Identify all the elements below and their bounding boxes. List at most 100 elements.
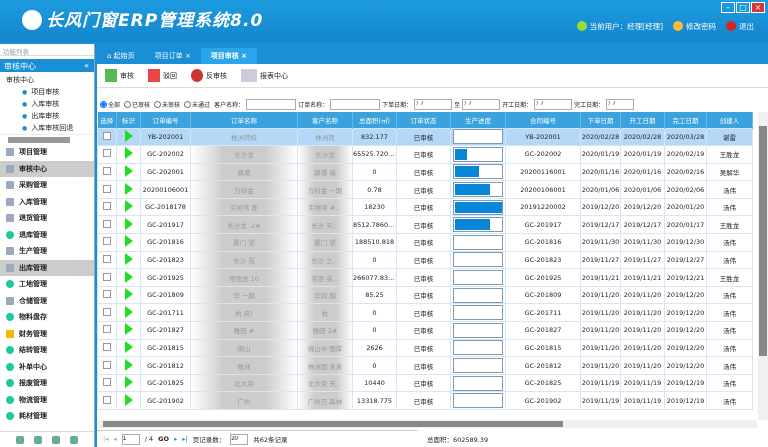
column-header[interactable]: 开工日期 [620, 112, 665, 128]
maximize-button[interactable]: □ [736, 2, 750, 13]
column-header[interactable]: 创建人 [706, 112, 753, 128]
tree-horizontal-scrollbar[interactable] [0, 134, 94, 144]
sidebar-item[interactable]: 退货管理 [0, 210, 94, 227]
cart-icon[interactable] [34, 435, 42, 444]
column-header[interactable]: 下单日期 [580, 112, 621, 128]
sidebar-item[interactable]: 生产管理 [0, 243, 94, 260]
select-cell[interactable] [97, 162, 117, 182]
table-row[interactable]: GC-201711 杭 府) 杭 0 已审核 GC-201711 2019/11/20 201… [97, 303, 753, 323]
select-cell[interactable] [97, 233, 117, 252]
select-cell[interactable] [97, 268, 117, 287]
table-row[interactable]: GC-201815 佛山 佛山中 图库 2626 已审核 GC-201815 2019/11… [97, 338, 753, 358]
row-checkbox[interactable] [103, 378, 111, 387]
table-row[interactable]: GC-201825 北大资 北大资 天... 10440 已审核 GC-201825 201… [97, 373, 753, 393]
change-password-link[interactable]: 修改密码 [673, 21, 716, 32]
tab-project-review[interactable]: 项目审核 × [200, 48, 258, 64]
pen-icon[interactable] [52, 435, 60, 444]
table-row[interactable]: GC-202002 长沙龙 长沙龙 65525.7200... 已审核 GC-202002… [97, 145, 753, 164]
select-cell[interactable] [97, 127, 117, 147]
grid-horizontal-scrollbar[interactable] [97, 420, 757, 428]
column-header[interactable]: 完工日期 [664, 112, 707, 128]
sidebar-item[interactable]: 耗材管理 [0, 408, 94, 425]
select-cell[interactable] [97, 215, 117, 235]
order-name-input[interactable] [330, 98, 381, 110]
tree-item[interactable]: 项目审核 [6, 86, 94, 98]
row-checkbox[interactable] [103, 237, 111, 246]
column-header[interactable]: 客户名称 [297, 112, 353, 128]
table-row[interactable]: GC-201823 长沙 苑长沙 之... 0 已审核 GC-201823 2019/11… [97, 250, 753, 270]
select-cell[interactable] [97, 338, 117, 358]
unapprove-button[interactable]: 反审核 [191, 69, 227, 82]
tree-root[interactable]: 审核中心 [6, 76, 34, 84]
finish-date-input[interactable] [606, 98, 635, 110]
order-date-to[interactable] [462, 98, 501, 110]
sidebar-item[interactable]: 补单中心 [0, 359, 94, 376]
printer-icon[interactable] [70, 435, 78, 444]
radio-all[interactable]: 全部 [100, 100, 120, 109]
reject-button[interactable]: 驳回 [148, 69, 177, 82]
logout-link[interactable]: 退出 [726, 21, 754, 32]
column-header[interactable]: 订单状态 [396, 112, 451, 128]
row-checkbox[interactable] [103, 307, 111, 316]
table-row[interactable]: 20200106001 万科金 万科金 一期 0.78 已审核 20200106001 20… [97, 180, 753, 199]
select-cell[interactable] [97, 180, 117, 199]
table-row[interactable]: GC-201809 华 一期 华润 期 85.25 已审核 GC-201809 2019/1… [97, 285, 753, 305]
sidebar-item[interactable]: 退库管理 [0, 227, 94, 244]
sidebar-item[interactable]: 仓储管理 [0, 293, 94, 310]
close-button[interactable]: × [751, 2, 765, 13]
report-center-button[interactable]: 报表中心 [241, 69, 288, 82]
tree-item[interactable]: 入库审核 [6, 98, 94, 110]
row-checkbox[interactable] [103, 342, 111, 351]
column-header[interactable]: 合同编号 [505, 112, 581, 128]
collapse-icon[interactable]: « [84, 61, 89, 70]
close-icon[interactable]: × [241, 52, 248, 60]
minimize-button[interactable]: – [721, 2, 735, 13]
approve-button[interactable]: 审核 [105, 69, 134, 82]
select-cell[interactable] [97, 197, 117, 217]
next-page-icon[interactable]: ▸ [174, 435, 178, 443]
table-row[interactable]: GC-2018178 实地常 栋实地常 #... 18230 已审核 201912200… [97, 197, 753, 217]
row-checkbox[interactable] [103, 254, 111, 263]
page-size-input[interactable] [230, 433, 249, 445]
radio-unapproved[interactable]: 未审核 [154, 100, 180, 109]
select-cell[interactable] [97, 285, 117, 305]
sidebar-item[interactable]: 入库管理 [0, 194, 94, 211]
tree-item[interactable]: 入库审核回退 [6, 122, 94, 134]
row-checkbox[interactable] [103, 184, 111, 193]
table-row[interactable]: GC-201925 常德龙 10 常德 苑... 266077.835... 已审核 GC… [97, 268, 753, 287]
row-checkbox[interactable] [103, 166, 111, 175]
column-header[interactable]: 订单编号 [140, 112, 191, 128]
row-checkbox[interactable] [103, 325, 111, 334]
row-checkbox[interactable] [103, 290, 111, 299]
order-date-from[interactable] [414, 98, 453, 110]
sidebar-item[interactable]: 结转管理 [0, 342, 94, 359]
table-row[interactable]: GC-202001 路港 路港 墙 0 已审核 20200116001 2020/01/16… [97, 162, 753, 182]
sidebar-item[interactable]: 工地管理 [0, 276, 94, 293]
sidebar-item[interactable]: 财务管理 [0, 326, 94, 343]
table-row[interactable]: GC-201902 广州 广州万 森林 13318.775 已审核 GC-201902 20… [97, 391, 753, 410]
row-checkbox[interactable] [103, 131, 111, 140]
row-checkbox[interactable] [103, 395, 111, 404]
select-cell[interactable] [97, 356, 117, 375]
column-header[interactable]: 订单名称 [190, 112, 298, 128]
close-icon[interactable]: × [184, 52, 191, 60]
dot-icon[interactable] [16, 435, 24, 444]
select-cell[interactable] [97, 373, 117, 393]
table-row[interactable]: GC-201917 长沙龙 -2# 长沙 天... 8512.78600... 已审核 G… [97, 215, 753, 235]
sidebar-item[interactable]: 报废管理 [0, 375, 94, 392]
last-page-icon[interactable]: ▸| [182, 435, 188, 443]
select-cell[interactable] [97, 250, 117, 270]
radio-approved[interactable]: 已审核 [124, 100, 150, 109]
table-row[interactable]: YB-202001 株洲荷校 株洲荷 832.177 已审核 YB-202001 2020/… [97, 127, 753, 147]
tree-item[interactable]: 出库审核 [6, 110, 94, 122]
row-checkbox[interactable] [103, 202, 111, 211]
row-checkbox[interactable] [103, 149, 111, 158]
customer-input[interactable] [246, 98, 297, 110]
row-checkbox[interactable] [103, 219, 111, 228]
grid-vertical-scrollbar[interactable] [758, 112, 768, 420]
select-cell[interactable] [97, 321, 117, 340]
radio-rejected[interactable]: 未通过 [184, 100, 210, 109]
prev-page-icon[interactable]: ◂ [113, 435, 117, 443]
table-row[interactable]: GC-201812 株洲 株洲国 未来 0 已审核 GC-201812 2019/11/20… [97, 356, 753, 375]
column-header[interactable]: 标识 [116, 112, 141, 128]
